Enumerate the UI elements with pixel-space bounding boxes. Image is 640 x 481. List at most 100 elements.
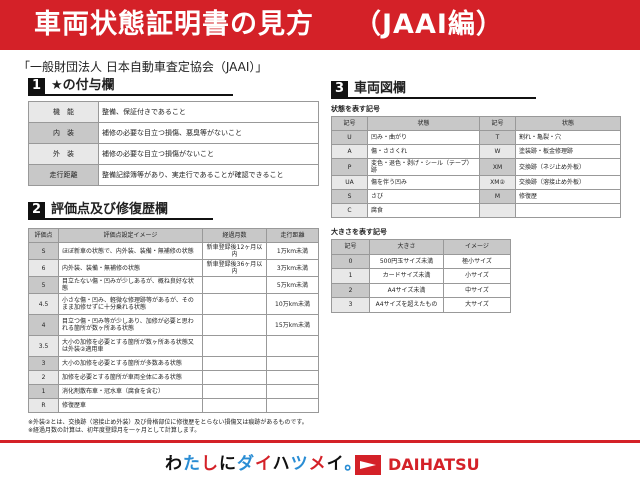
table-cell	[202, 293, 267, 315]
table-cell: 中サイズ	[443, 282, 511, 298]
table-cell: 大小の加修を必要とする箇所が多数ある状態	[58, 356, 203, 371]
table-cell: UA	[331, 175, 368, 190]
table-row: 走行距離 整備記録簿等があり、実走行であることが確認できること	[28, 164, 319, 186]
table-cell: R	[28, 398, 59, 413]
column-header: イメージ	[443, 239, 511, 255]
table-cell: 補修の必要な目立つ損傷、悪臭等がないこと	[98, 122, 319, 144]
slogan-char: メ	[308, 454, 327, 474]
slogan-logo: わたしにダイハツメイ。	[165, 454, 362, 474]
table-cell: 小サイズ	[443, 268, 511, 284]
table-cell	[202, 370, 267, 385]
slogan-char: ツ	[290, 454, 309, 474]
table-row: S さび M 修復歴	[331, 189, 621, 204]
table-cell: 4	[28, 314, 59, 336]
slogan-char: わ	[165, 454, 183, 474]
size-symbol-label: 大きさを表す記号	[331, 228, 387, 236]
table-cell: W	[479, 144, 516, 159]
footer: わたしにダイハツメイ。 DAIHATSU	[0, 443, 640, 481]
table-row: 1 カードサイズ未満 小サイズ	[331, 268, 511, 284]
table-row: UA 傷を伴う凹み XM② 交換跡（溶接止め外板）	[331, 175, 621, 190]
table-cell: XM②	[479, 175, 516, 190]
column-header: 大きさ	[369, 239, 444, 255]
column-header: 評価点設定イメージ	[58, 228, 203, 243]
table-cell: 3.5	[28, 335, 59, 357]
table-cell	[202, 398, 267, 413]
slogan-char: イ	[255, 454, 273, 474]
score-table: 評価点 評価点設定イメージ 経過月数 走行距離 S ほぼ新車の状態で、内外装、装備・無補修…	[28, 228, 319, 413]
table-row: U 凹み・曲がり T 割れ・亀裂・穴	[331, 130, 621, 145]
table-cell: 極小サイズ	[443, 253, 511, 269]
slogan-char: イ	[326, 454, 345, 474]
header-row: 記号 状態 記号 状態	[331, 116, 621, 131]
table-cell: 交換跡（ネジ止め外板）	[515, 158, 621, 176]
table-row: 0 500円玉サイズ未満 極小サイズ	[331, 253, 511, 269]
column-header: 評価点	[28, 228, 59, 243]
slogan-char: に	[219, 454, 237, 474]
table-cell: 傷を伴う凹み	[367, 175, 480, 190]
table-cell: 1万km未満	[266, 242, 319, 260]
column-header: 記号	[479, 116, 516, 131]
table-row: 6 内外装、装備・無補修の状態 新車登録後36ヶ月以内 3万km未満	[28, 259, 319, 277]
column-header: 記号	[331, 116, 368, 131]
section-title: 車両図欄	[354, 81, 407, 96]
table-cell: 外 装	[28, 143, 99, 165]
divider	[0, 440, 640, 443]
table-cell: 目立たない傷・凹みが少しあるが、概ね良好な状態	[58, 276, 203, 294]
table-cell: 内外装、装備・無補修の状態	[58, 259, 203, 277]
table-cell: S	[331, 189, 368, 204]
section-number: 2	[28, 202, 45, 218]
table-row: C 腐食	[331, 203, 621, 218]
section-title: ★の付与欄	[51, 78, 115, 93]
table-row: S ほぼ新車の状態で、内外装、装備・無補修の状態 新車登録後12ヶ月以内 1万km未満	[28, 242, 319, 260]
table-cell: 大小の加修を必要とする箇所が数ヶ所ある状態又は外装②適用車	[58, 335, 203, 357]
table-cell: 1	[331, 268, 370, 284]
table-cell: 2	[331, 282, 370, 298]
table-cell	[266, 384, 319, 399]
table-cell: C	[331, 203, 368, 218]
left-column: 1 ★の付与欄 機 能整備、保証付きであること内 装補修の必要な目立つ損傷、悪臭等…	[28, 78, 319, 413]
table-cell: U	[331, 130, 368, 145]
state-symbol-table: 記号 状態 記号 状態 U 凹み・曲がり T 割れ・亀裂・穴 A 傷・ささくれ W 塗装跡・板金修理跡…	[331, 116, 621, 218]
table-cell: 目立つ傷・凹み等が少しあり、加修が必要と思われる箇所が数ヶ所ある状態	[58, 314, 203, 336]
header-row: 記号 大きさ イメージ	[331, 239, 511, 255]
table-cell: S	[28, 242, 59, 260]
table-cell: A	[331, 144, 368, 159]
table-cell: 1	[28, 384, 59, 399]
table-cell: 走行距離	[28, 164, 99, 186]
table-cell: 3万km未満	[266, 259, 319, 277]
table-cell: 割れ・亀裂・穴	[515, 130, 621, 145]
table-cell: 小さな傷・凹み、軽微な修理跡等があるが、そのまま加修せずに十分乗れる状態	[58, 293, 203, 315]
table-row: 5 目立たない傷・凹みが少しあるが、概ね良好な状態 5万km未満	[28, 276, 319, 294]
header-row: 評価点 評価点設定イメージ 経過月数 走行距離	[28, 228, 319, 243]
table-row: 外 装補修の必要な目立つ損傷がないこと	[28, 143, 319, 165]
table-cell	[266, 335, 319, 357]
slogan-char: ダ	[237, 454, 255, 474]
table-cell: 消化剤散布車・冠水車（腐食を含む）	[58, 384, 203, 399]
table-cell: 5	[28, 276, 59, 294]
table-cell: 0	[331, 253, 370, 269]
column-header: 状態	[367, 116, 480, 131]
size-symbol-table: 記号 大きさ イメージ 0 500円玉サイズ未満 極小サイズ 1 カードサイズ未満 小サイズ 2 A…	[331, 239, 511, 313]
table-cell: 3	[331, 297, 370, 313]
page-title: 車両状態証明書の見方	[34, 9, 314, 40]
slogan-char: し	[201, 454, 219, 474]
table-cell: 整備記録簿等があり、実走行であることが確認できること	[98, 164, 319, 186]
table-row: 4 目立つ傷・凹み等が少しあり、加修が必要と思われる箇所が数ヶ所ある状態 15万km…	[28, 314, 319, 336]
table-cell	[202, 384, 267, 399]
table-row: 内 装補修の必要な目立つ損傷、悪臭等がないこと	[28, 122, 319, 144]
table-cell: 凹み・曲がり	[367, 130, 480, 145]
column-header: 経過月数	[202, 228, 267, 243]
table-cell	[202, 356, 267, 371]
table-cell: 2	[28, 370, 59, 385]
table-cell: 500円玉サイズ未満	[369, 253, 444, 269]
table-row: 4.5 小さな傷・凹み、軽微な修理跡等があるが、そのまま加修せずに十分乗れる状態 1…	[28, 293, 319, 315]
table-cell	[202, 314, 267, 336]
table-row: 1 消化剤散布車・冠水車（腐食を含む）	[28, 384, 319, 399]
edition-label: （JAAI編）	[354, 9, 504, 40]
table-cell: 補修の必要な目立つ損傷がないこと	[98, 143, 319, 165]
table-cell: P	[331, 158, 368, 176]
table-cell	[479, 203, 516, 218]
table-cell: 修復歴車	[58, 398, 203, 413]
table-cell: 3	[28, 356, 59, 371]
organization-name: 「一般財団法人 日本自動車査定協会（JAAI）」	[18, 60, 268, 74]
